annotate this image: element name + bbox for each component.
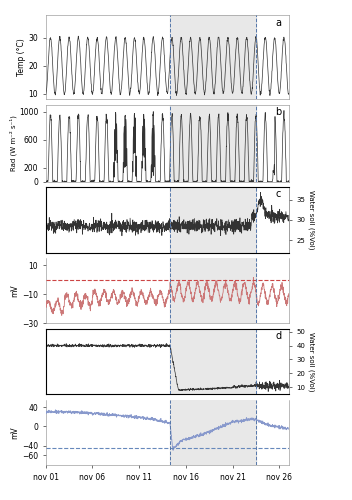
- Y-axis label: Temp (°C): Temp (°C): [17, 38, 26, 76]
- Text: c: c: [276, 190, 281, 200]
- Bar: [170, 15, 256, 100]
- Bar: [170, 105, 256, 182]
- Bar: [170, 400, 256, 465]
- Y-axis label: Water soil (%Vol): Water soil (%Vol): [308, 332, 315, 392]
- Bar: [170, 329, 256, 394]
- Y-axis label: Water soil (%Vol): Water soil (%Vol): [308, 190, 315, 250]
- Text: b: b: [275, 108, 281, 118]
- Text: a: a: [275, 18, 281, 28]
- Text: d: d: [275, 331, 281, 341]
- Bar: [170, 258, 256, 324]
- Bar: [170, 188, 256, 252]
- Y-axis label: Rad (W m⁻² s⁻¹): Rad (W m⁻² s⁻¹): [10, 116, 17, 172]
- Y-axis label: mV: mV: [10, 426, 19, 438]
- Y-axis label: mV: mV: [10, 284, 19, 297]
